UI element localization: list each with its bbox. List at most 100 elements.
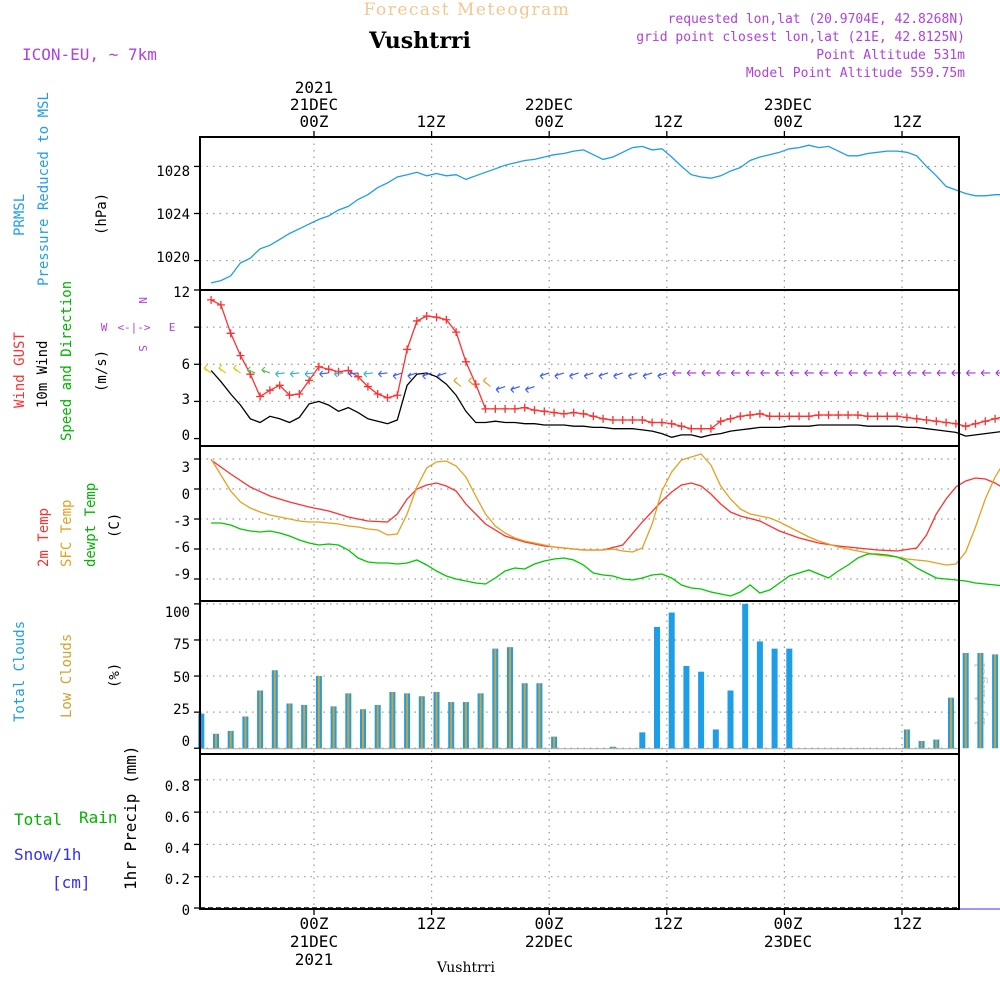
gust-marker [550, 408, 559, 417]
low-cloud-bar [920, 741, 923, 749]
pressure-tick: 1024 [156, 207, 190, 223]
top-tick-label: 00Z [300, 112, 329, 131]
bottom-tick-label: 00Z [535, 914, 564, 933]
gust-marker [363, 382, 372, 391]
gust-marker [736, 412, 745, 421]
wind-direction-arrow-head [730, 369, 735, 377]
gust-marker [334, 367, 343, 376]
wind-direction-arrow-head [701, 369, 706, 377]
precip-tick: 0.6 [165, 810, 190, 826]
temp-tick: 3 [182, 460, 190, 476]
total-cloud-bar [198, 713, 205, 749]
gust-marker [844, 411, 853, 420]
gust-marker [902, 413, 911, 422]
pressure-tick: 1028 [156, 164, 190, 180]
model-label: ICON-EU, ~ 7km [22, 45, 157, 64]
bottom-day-label-2: 22DEC [525, 932, 573, 951]
wind-tick: 6 [182, 357, 190, 373]
precip-snow-label: Snow/1h [14, 845, 81, 864]
top-tick-label: 12Z [893, 112, 922, 131]
wind-direction-arrow-head [334, 370, 338, 378]
wind-direction-arrow [569, 372, 579, 377]
wind-direction-arrow-head [951, 369, 956, 377]
top-day-label-1: 21DEC [290, 95, 338, 114]
gust-marker [452, 328, 461, 337]
wind-direction-arrow-head [907, 369, 912, 377]
wind-direction-arrow-head [554, 372, 559, 380]
total-cloud-label: Total Clouds [12, 621, 28, 722]
compass-east: E [169, 321, 176, 334]
low-cloud-bar [905, 729, 908, 749]
wind-tick: 12 [173, 285, 190, 301]
wind-direction-arrow-head [995, 369, 1000, 377]
pressure-tick: 1020 [156, 250, 190, 266]
wind-direction-arrow-head [378, 370, 382, 378]
wind-direction-arrow-head [319, 370, 324, 378]
gust-marker [667, 419, 676, 428]
wind-direction-arrow-head [583, 372, 588, 380]
wind-direction-arrow-head [804, 369, 809, 377]
pressure-label-1: PRMSL [12, 194, 28, 236]
gust-marker [991, 414, 1000, 423]
precip-unit: 1hr Precip (mm) [121, 746, 140, 891]
gust-marker [373, 390, 382, 398]
wind-direction-arrow-head [686, 369, 691, 377]
precip-tick: 0 [182, 903, 190, 919]
low-cloud-bar [376, 704, 379, 749]
wind-direction-arrow-head [422, 372, 426, 380]
low-cloud-bar [288, 703, 291, 749]
bottom-tick-label: 12Z [417, 914, 446, 933]
top-tick-label: 12Z [654, 112, 683, 131]
low-cloud-bar [479, 693, 482, 749]
gust-marker [893, 412, 902, 421]
gust-marker [579, 409, 588, 418]
gust-marker [638, 416, 647, 424]
top-year-label: 2021 [295, 78, 334, 97]
gust-marker [354, 372, 363, 381]
wind-direction-arrow [598, 372, 609, 377]
wind-direction-arrow-head [760, 369, 765, 377]
wind-direction-arrow [422, 372, 432, 377]
wind-direction-arrow [642, 372, 653, 377]
gust-marker [314, 362, 323, 371]
low-cloud-bar [450, 702, 453, 749]
gust-marker [540, 407, 549, 416]
gust-marker [863, 412, 872, 421]
gust-marker [912, 414, 921, 423]
wind-direction-arrow [247, 369, 256, 374]
plot-layer [194, 131, 1000, 915]
wind-direction-arrow [349, 372, 359, 375]
wind-direction-arrow-head [775, 369, 779, 377]
cloud-tick: 100 [165, 605, 190, 621]
low-cloud-bar [935, 739, 938, 749]
low-cloud-bar [538, 683, 541, 749]
gust-marker [324, 365, 333, 374]
gust-marker [383, 393, 392, 402]
dewpt-label: dewpt Temp [83, 483, 99, 567]
total-cloud-bar [698, 671, 705, 749]
gust-marker [755, 409, 764, 418]
footer-location: Vushtrri [436, 960, 495, 976]
wind-direction-arrow-head [628, 372, 632, 380]
gust-marker [628, 416, 637, 424]
gust-label: Wind GUST [12, 332, 28, 408]
wind-direction-arrow-head [483, 377, 487, 384]
gust-marker [981, 417, 990, 426]
wind-direction-arrow [437, 372, 447, 377]
gust-marker [648, 418, 657, 427]
panel-frame [199, 445, 960, 602]
gust-marker [432, 313, 441, 322]
wind-direction-arrow-head [863, 369, 867, 377]
low-cloud-bar [332, 706, 335, 749]
wind-label: 10m Wind [35, 341, 51, 408]
precip-rain-label: Rain [79, 808, 118, 827]
wind-direction-arrow-head [980, 369, 985, 377]
precip-total-label: Total [14, 810, 62, 829]
gust-marker [804, 412, 813, 421]
low-cloud-bar [464, 702, 467, 749]
wind-direction-arrow [304, 372, 315, 375]
gust-marker [520, 403, 529, 412]
gust-marker [422, 312, 431, 320]
wind-direction-arrow-head [966, 369, 970, 377]
low-cloud-bar [553, 736, 556, 749]
